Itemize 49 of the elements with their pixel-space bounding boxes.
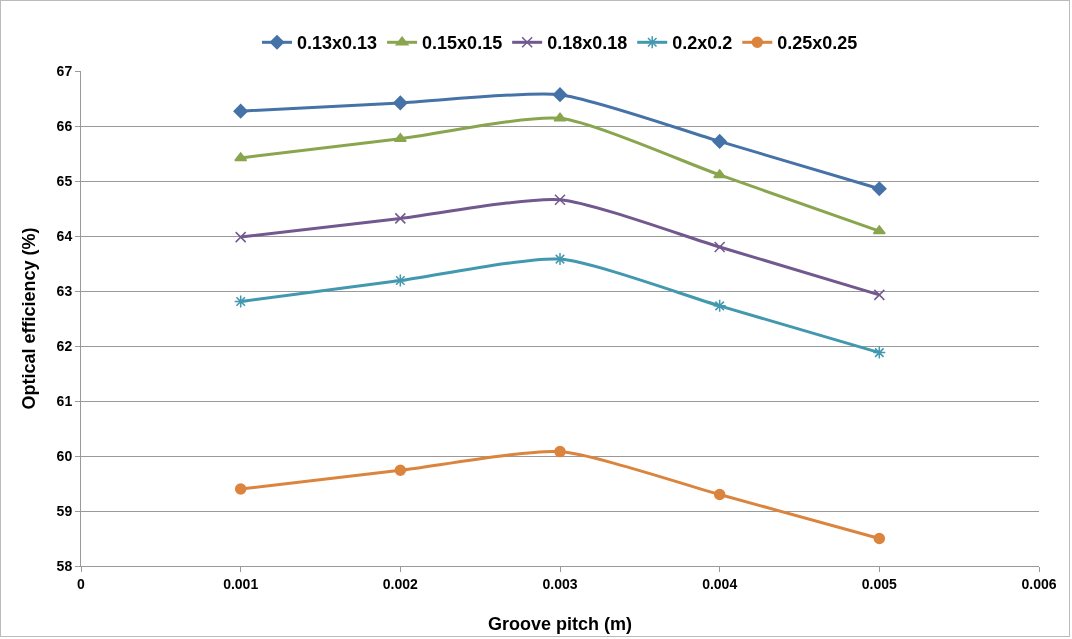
- point: [713, 488, 726, 501]
- point: [713, 241, 726, 253]
- x-tick-label: 0.001: [223, 575, 259, 592]
- point: [234, 152, 248, 162]
- point: [233, 294, 248, 309]
- y-tick-label: 62: [56, 337, 73, 354]
- point: [713, 169, 727, 179]
- point: [552, 87, 568, 102]
- y-tick-label: 59: [56, 502, 73, 519]
- point: [873, 532, 886, 545]
- point: [234, 483, 247, 495]
- y-tick-label: 58: [56, 557, 73, 574]
- y-tick-label: 60: [56, 447, 73, 464]
- point: [393, 132, 407, 142]
- x-tick-label: 0.002: [382, 575, 419, 592]
- point: [233, 103, 248, 119]
- x-tick-label: 0.004: [702, 575, 738, 592]
- legend-label: 0.2x0.2: [672, 33, 733, 54]
- point: [394, 464, 407, 477]
- y-tick-label: 65: [56, 172, 73, 189]
- point: [872, 181, 887, 196]
- legend-label: 0.13x0.13: [297, 33, 378, 54]
- y-tick-label: 64: [56, 227, 73, 244]
- point: [553, 252, 567, 266]
- y-tick-label: 66: [56, 117, 73, 134]
- y-axis-title: Optical efficiency (%): [19, 227, 39, 410]
- x-tick-label: 0: [77, 575, 86, 592]
- point: [712, 134, 727, 149]
- point: [873, 289, 886, 301]
- point: [872, 225, 886, 235]
- point: [554, 445, 566, 458]
- legend-label: 0.15x0.15: [422, 33, 503, 54]
- y-tick-label: 61: [56, 392, 73, 409]
- y-tick-label: 67: [56, 62, 73, 79]
- legend-label: 0.25x0.25: [777, 33, 858, 54]
- point: [393, 273, 408, 288]
- point: [712, 299, 727, 313]
- x-tick-label: 0.003: [542, 575, 578, 592]
- x-tick-label: 0.005: [861, 575, 898, 592]
- x-axis-title: Groove pitch (m): [487, 614, 633, 634]
- point: [394, 212, 407, 225]
- point: [553, 112, 567, 122]
- x-tick-label: 0.006: [1021, 575, 1057, 592]
- y-tick-label: 63: [56, 282, 73, 299]
- point: [234, 231, 247, 243]
- legend-label: 0.18x0.18: [547, 33, 628, 54]
- point: [393, 95, 408, 111]
- point: [554, 193, 566, 206]
- point: [872, 345, 887, 360]
